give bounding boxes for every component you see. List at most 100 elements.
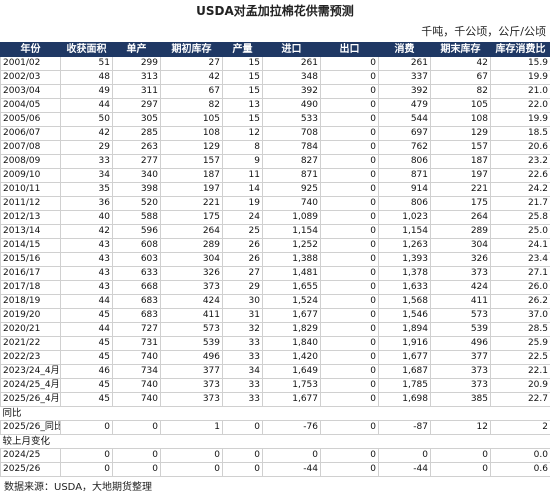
cell: 424 (160, 294, 223, 309)
row-label: 2024/25 (0, 448, 61, 463)
cell: 337 (378, 70, 431, 85)
cell: 348 (262, 70, 321, 85)
cell: 0 (320, 238, 379, 253)
cell: 340 (112, 168, 161, 183)
table-row: 2003/04 49 311 67 15 392 0 392 82 21.0 (0, 84, 550, 99)
table-row: 2008/09 33 277 157 9 827 0 806 187 23.2 (0, 154, 550, 169)
cell: 0 (320, 462, 379, 477)
cell: 40 (60, 210, 113, 225)
cell: 18.5 (490, 126, 550, 141)
cell: 1,677 (378, 350, 431, 365)
cell: 0.6 (490, 462, 550, 477)
cell: 806 (378, 154, 431, 169)
table-row: 2015/16 43 603 304 26 1,388 0 1,393 326 23.4 (0, 252, 550, 267)
cell: 82 (160, 98, 223, 113)
cell: -44 (378, 462, 431, 477)
cell: 15 (222, 56, 263, 71)
table-row: 2002/03 48 313 42 15 348 0 337 67 19.9 (0, 70, 550, 85)
cell: 0 (320, 70, 379, 85)
cell: 1,089 (262, 210, 321, 225)
cell: 44 (60, 98, 113, 113)
cell: 43 (60, 252, 113, 267)
cell: 1 (160, 420, 223, 435)
cell: 24.2 (490, 182, 550, 197)
cell: 24.1 (490, 238, 550, 253)
cell: 0 (320, 294, 379, 309)
cell: 49 (60, 84, 113, 99)
cell: 67 (160, 84, 223, 99)
cell: 105 (160, 112, 223, 127)
cell: 50 (60, 112, 113, 127)
cell: 129 (160, 140, 223, 155)
cell: 1,916 (378, 336, 431, 351)
cell: 1,393 (378, 252, 431, 267)
cell: 784 (262, 140, 321, 155)
cell: 0 (320, 224, 379, 239)
cell: 0 (320, 266, 379, 281)
cell: 633 (112, 266, 161, 281)
cell: 0 (320, 210, 379, 225)
header-row: 年份 收获面积 单产 期初库存 产量 进口 出口 消费 期末库存 库存消费比 (0, 42, 550, 57)
table-row: 2005/06 50 305 105 15 533 0 544 108 19.9 (0, 112, 550, 127)
cell: 398 (112, 182, 161, 197)
cell: 221 (160, 196, 223, 211)
cell: 43 (60, 280, 113, 295)
cell: 19.9 (490, 112, 550, 127)
cell: 23.4 (490, 252, 550, 267)
cell: 289 (430, 224, 491, 239)
table-row: 2010/11 35 398 197 14 925 0 914 221 24.2 (0, 182, 550, 197)
row-label: 2025/26_同比 (0, 420, 61, 435)
cell: 373 (160, 280, 223, 295)
section-row: 同比 (1, 407, 550, 421)
footer: 数据来源：USDA，大地期货整理 (4, 482, 153, 493)
cell: 297 (112, 98, 161, 113)
cell: 33 (222, 350, 263, 365)
row-label: 2014/15 (0, 238, 61, 253)
cell: 67 (430, 70, 491, 85)
cell: 496 (430, 336, 491, 351)
cell: 0 (112, 448, 161, 463)
cell: 1,677 (262, 308, 321, 323)
cell: 26.0 (490, 280, 550, 295)
cell: 48 (60, 70, 113, 85)
cell: 0 (320, 56, 379, 71)
table-row: 2025/26 0 0 0 0 -44 0 -44 0 0.6 (0, 462, 550, 477)
cell: 0 (320, 350, 379, 365)
cell: 0.0 (490, 448, 550, 463)
cell: 539 (430, 322, 491, 337)
cell: 26 (222, 238, 263, 253)
cell: 0 (320, 448, 379, 463)
cell: 539 (160, 336, 223, 351)
cell: 1,698 (378, 392, 431, 407)
cell: 740 (112, 378, 161, 393)
table-row: 2020/21 44 727 573 32 1,829 0 1,894 539 28.5 (0, 322, 550, 337)
row-label: 2009/10 (0, 168, 61, 183)
cell: 1,840 (262, 336, 321, 351)
table-row: 2025/26_4月 45 740 373 33 1,677 0 1,698 385 22.7 (0, 392, 550, 407)
cell: 25.9 (490, 336, 550, 351)
cell: 373 (430, 266, 491, 281)
cell: 0 (222, 462, 263, 477)
cell: 0 (320, 322, 379, 337)
cell: 187 (160, 168, 223, 183)
cell: 289 (160, 238, 223, 253)
cell: 373 (160, 392, 223, 407)
cell: 44 (60, 322, 113, 337)
cell: 28.5 (490, 322, 550, 337)
cell: 0 (222, 448, 263, 463)
table-row: 2012/13 40 588 175 24 1,089 0 1,023 264 25.8 (0, 210, 550, 225)
header-cell: 进口 (262, 42, 321, 57)
cell: 157 (430, 140, 491, 155)
cell: 27.1 (490, 266, 550, 281)
cell: 15 (222, 70, 263, 85)
cell: 30 (222, 294, 263, 309)
header-cell: 年份 (0, 42, 61, 57)
row-label: 2005/06 (0, 112, 61, 127)
row-label: 2025/26 (0, 462, 61, 477)
cell: 1,524 (262, 294, 321, 309)
cell: 0 (320, 364, 379, 379)
table-row: 2006/07 42 285 108 12 708 0 697 129 18.5 (0, 126, 550, 141)
row-label: 2013/14 (0, 224, 61, 239)
cell: 33 (60, 154, 113, 169)
